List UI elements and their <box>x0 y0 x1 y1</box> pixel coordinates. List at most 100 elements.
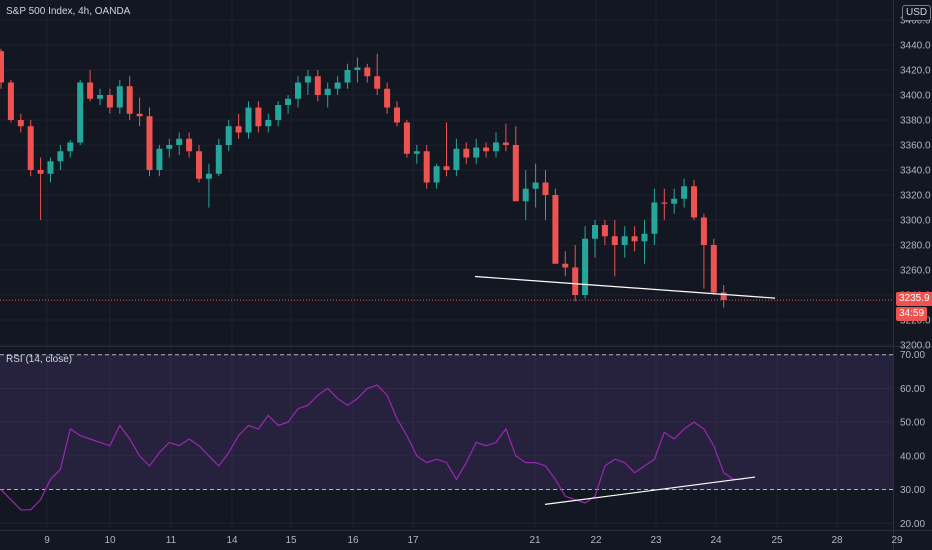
candle[interactable] <box>443 122 450 177</box>
candle[interactable] <box>473 138 480 164</box>
candle[interactable] <box>215 138 222 177</box>
candle[interactable] <box>17 113 24 133</box>
candle[interactable] <box>403 120 410 158</box>
candle[interactable] <box>661 188 668 220</box>
candle[interactable] <box>601 220 608 245</box>
candle[interactable] <box>47 157 54 183</box>
candle[interactable] <box>493 132 499 158</box>
candle[interactable] <box>136 97 143 127</box>
candle[interactable] <box>681 178 688 208</box>
candle[interactable] <box>245 101 252 139</box>
candle[interactable] <box>265 113 272 133</box>
time-tick-label: 11 <box>166 535 177 546</box>
candle[interactable] <box>126 76 133 120</box>
candle[interactable] <box>512 126 519 202</box>
candle[interactable] <box>324 82 331 108</box>
rsi-tick-label: 70.00 <box>900 350 925 361</box>
time-tick-label: 24 <box>710 535 722 546</box>
price-trendline[interactable] <box>474 275 776 299</box>
candle[interactable] <box>334 76 341 95</box>
candle[interactable] <box>77 80 84 145</box>
candle[interactable] <box>394 101 400 127</box>
candle[interactable] <box>611 220 618 277</box>
candle[interactable] <box>205 163 212 208</box>
candle[interactable] <box>275 101 282 127</box>
candle[interactable] <box>463 142 470 164</box>
candle[interactable] <box>304 70 311 95</box>
candle[interactable] <box>374 53 381 95</box>
candle[interactable] <box>384 82 391 114</box>
candle[interactable] <box>314 70 321 102</box>
candle[interactable] <box>532 163 539 208</box>
candle[interactable] <box>186 132 193 158</box>
price-axis-bg <box>894 0 932 550</box>
candle[interactable] <box>354 57 361 83</box>
candle[interactable] <box>344 63 351 89</box>
candle[interactable] <box>720 285 727 308</box>
candle[interactable] <box>97 88 103 105</box>
candle-body <box>7 82 14 120</box>
candle[interactable] <box>87 70 94 102</box>
candle[interactable] <box>67 140 74 158</box>
candle[interactable] <box>225 120 232 152</box>
candle[interactable] <box>146 107 153 177</box>
candle[interactable] <box>522 170 529 220</box>
candle[interactable] <box>57 145 64 170</box>
rsi-line[interactable] <box>0 384 744 511</box>
rsi-legend[interactable]: RSI (14, close) <box>6 354 73 365</box>
candle-body <box>720 292 727 300</box>
candle[interactable] <box>651 188 658 245</box>
candle[interactable] <box>156 145 163 177</box>
candle[interactable] <box>691 180 697 220</box>
candle[interactable] <box>413 145 420 164</box>
candle-body <box>126 86 133 114</box>
candle[interactable] <box>592 220 598 258</box>
candle[interactable] <box>37 157 44 221</box>
candle[interactable] <box>552 188 559 264</box>
candle[interactable] <box>116 80 123 114</box>
candle[interactable] <box>641 220 648 264</box>
rsi-tick-label: 40.00 <box>900 451 925 462</box>
candle[interactable] <box>364 63 371 83</box>
candle[interactable] <box>166 138 173 158</box>
symbol-legend[interactable]: S&P 500 Index, 4h, OANDA <box>6 6 131 17</box>
candle-body <box>67 142 74 152</box>
price-pane[interactable] <box>0 48 893 308</box>
candle-body <box>532 182 539 189</box>
candle[interactable] <box>621 226 628 258</box>
candle[interactable] <box>106 88 113 114</box>
candle-body <box>601 225 608 237</box>
candle[interactable] <box>285 95 292 114</box>
currency-badge[interactable]: USD <box>902 5 932 21</box>
candle[interactable] <box>631 226 638 252</box>
candle[interactable] <box>235 113 242 139</box>
candle-body <box>384 88 391 108</box>
candle[interactable] <box>700 213 707 289</box>
candle[interactable] <box>542 170 549 220</box>
candle[interactable] <box>572 245 579 302</box>
candle[interactable] <box>710 238 717 295</box>
candle-body <box>186 138 193 152</box>
candle-body <box>433 166 440 183</box>
candle[interactable] <box>176 132 183 156</box>
rsi-trendline[interactable] <box>544 476 756 505</box>
candle-body <box>394 107 400 123</box>
candle-body <box>700 217 707 245</box>
candle[interactable] <box>453 138 460 177</box>
price-tick-label: 3220.0 <box>900 316 931 327</box>
candle[interactable] <box>27 120 34 177</box>
candle[interactable] <box>7 80 14 123</box>
rsi-pane[interactable] <box>0 354 893 511</box>
candle[interactable] <box>562 251 569 277</box>
candle[interactable] <box>255 101 262 133</box>
candle[interactable] <box>295 76 301 108</box>
candle[interactable] <box>0 48 4 89</box>
candle[interactable] <box>423 145 430 189</box>
candle[interactable] <box>671 188 678 214</box>
candle[interactable] <box>502 123 509 152</box>
candle[interactable] <box>196 145 202 183</box>
candle[interactable] <box>433 163 440 189</box>
candle[interactable] <box>483 142 490 158</box>
candle[interactable] <box>582 226 589 299</box>
